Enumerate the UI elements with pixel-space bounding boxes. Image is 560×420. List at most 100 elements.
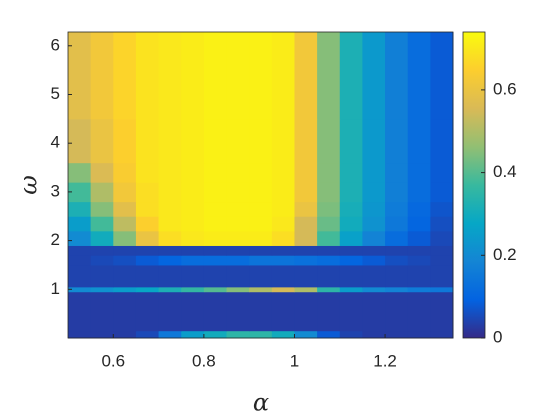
heatmap-cell (90, 245, 114, 256)
heatmap-cell (317, 286, 341, 293)
heatmap-cell (407, 201, 431, 217)
heatmap-cell (317, 230, 341, 246)
heatmap-cell (158, 286, 182, 293)
heatmap-cell (203, 286, 228, 293)
heatmap-cell (249, 32, 273, 120)
heatmap-cell (385, 286, 409, 293)
heatmap-cell (362, 32, 386, 120)
heatmap-cell (362, 201, 386, 217)
heatmap-cell (226, 216, 250, 232)
heatmap-cell (135, 291, 160, 332)
heatmap-cell (113, 230, 137, 246)
heatmap-cell (158, 118, 182, 164)
heatmap-cell (362, 118, 386, 164)
heatmap-cell (317, 118, 341, 164)
heatmap-cell (181, 330, 205, 339)
heatmap-cell (181, 286, 205, 293)
heatmap-cell (226, 201, 250, 217)
heatmap-cell (249, 162, 273, 183)
x-tick-label: 1.2 (373, 351, 397, 370)
heatmap-cell (339, 182, 363, 203)
heatmap-cell (90, 255, 114, 266)
heatmap-cell (135, 118, 160, 164)
heatmap-cell (158, 230, 182, 246)
heatmap-cell (135, 255, 160, 266)
colorbar (462, 31, 486, 339)
heatmap-cell (294, 245, 318, 256)
heatmap-cell (362, 330, 386, 339)
heatmap-cell (226, 118, 250, 164)
heatmap-cell (203, 118, 228, 164)
heatmap-cell (68, 162, 92, 183)
heatmap-cell (68, 216, 92, 232)
heatmap-cell (407, 264, 431, 288)
heatmap-cell (385, 216, 409, 232)
heatmap-cell (407, 291, 431, 332)
heatmap-cell (249, 286, 273, 293)
heatmap-cell (430, 216, 454, 232)
heatmap-cell (271, 286, 295, 293)
heatmap-cell (385, 264, 409, 288)
heatmap-cell (90, 201, 114, 217)
heatmap-cell (385, 201, 409, 217)
heatmap-cell (113, 330, 137, 339)
heatmap-cell (271, 32, 295, 120)
heatmap-cell (271, 264, 295, 288)
heatmap-cell (407, 330, 431, 339)
heatmap-cell (226, 255, 250, 266)
heatmap-cell (226, 230, 250, 246)
heatmap-cell (68, 264, 92, 288)
colorbar-tick-label: 0.4 (493, 162, 517, 181)
heatmap-cell (430, 182, 454, 203)
heatmap-cell (226, 182, 250, 203)
heatmap-cell (68, 201, 92, 217)
heatmap-cell (362, 264, 386, 288)
colorbar-tick-label: 0 (493, 327, 502, 346)
heatmap-cell (407, 216, 431, 232)
heatmap-cell (385, 162, 409, 183)
heatmap-cell (113, 255, 137, 266)
heatmap-cell (181, 245, 205, 256)
heatmap-cell (249, 255, 273, 266)
heatmap-cell (271, 291, 295, 332)
heatmap-cell (407, 32, 431, 120)
heatmap-cell (430, 286, 454, 293)
heatmap-cell (135, 264, 160, 288)
heatmap-cell (430, 291, 454, 332)
heatmap-cell (430, 162, 454, 183)
heatmap-cell (90, 286, 114, 293)
heatmap-cell (317, 201, 341, 217)
heatmap-cell (181, 216, 205, 232)
heatmap-cell (317, 330, 341, 339)
heatmap-cell (158, 264, 182, 288)
heatmap-cell (385, 291, 409, 332)
heatmap-cell (68, 230, 92, 246)
heatmap-cell (294, 330, 318, 339)
heatmap-cell (226, 330, 250, 339)
heatmap-cell (158, 330, 182, 339)
heatmap-cell (158, 201, 182, 217)
heatmap-cell (271, 201, 295, 217)
y-tick-label: 1 (51, 279, 60, 298)
heatmap-cell (339, 118, 363, 164)
heatmap-cell (294, 32, 318, 120)
heatmap-cell (271, 230, 295, 246)
heatmap-cell (407, 255, 431, 266)
heatmap-cell (158, 216, 182, 232)
heatmap-cell (271, 330, 295, 339)
heatmap-cell (430, 255, 454, 266)
heatmap-cell (181, 291, 205, 332)
heatmap-cell (430, 264, 454, 288)
heatmap-cell (113, 201, 137, 217)
heatmap-cell (430, 230, 454, 246)
heatmap-cell (113, 216, 137, 232)
heatmap-cell (135, 286, 160, 293)
heatmap-cell (339, 230, 363, 246)
heatmap-cell (339, 201, 363, 217)
heatmap-cell (407, 245, 431, 256)
x-tick-label: 0.6 (101, 351, 125, 370)
y-tick-label: 6 (51, 35, 60, 54)
heatmap-cell (181, 264, 205, 288)
heatmap-cell (135, 201, 160, 217)
x-axis-label: α (253, 389, 269, 417)
